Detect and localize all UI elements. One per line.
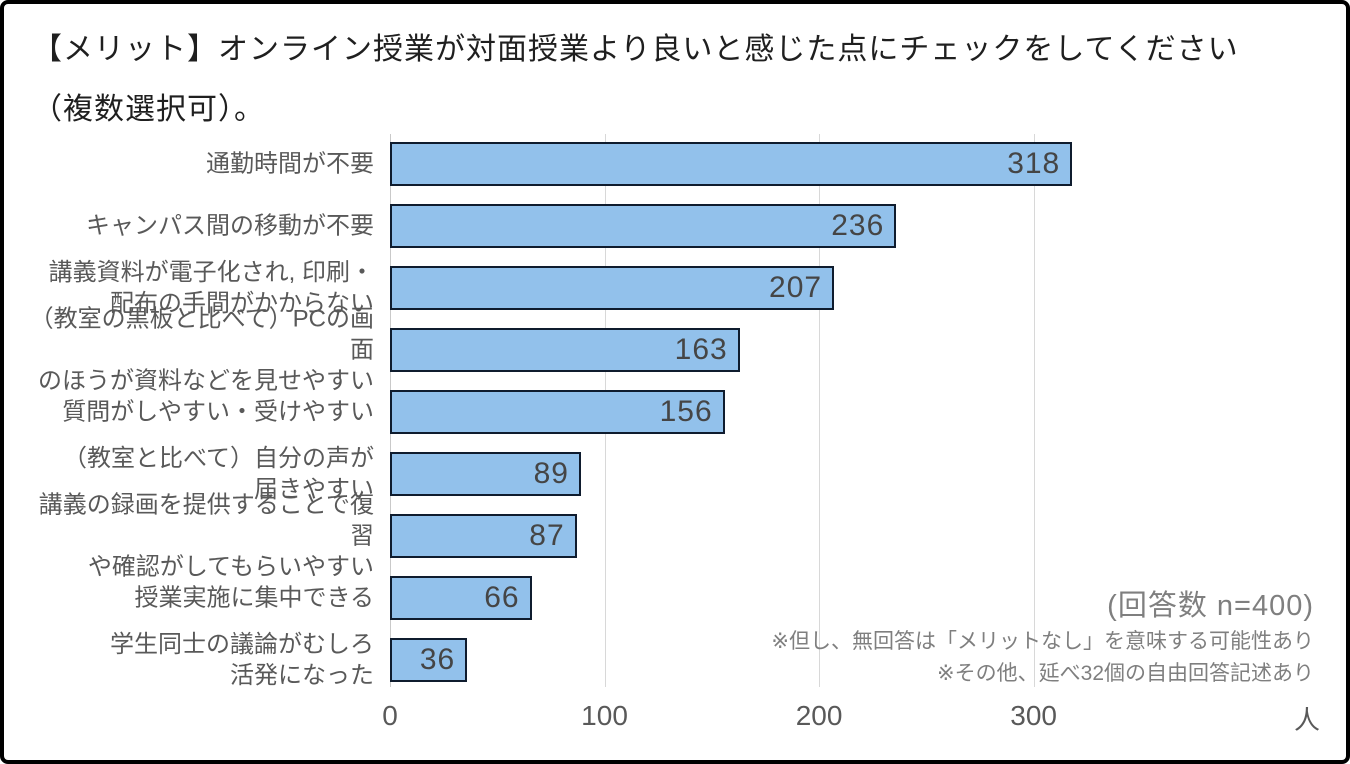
footnote-free-answers: ※その他、延べ32個の自由回答記述あり [937,662,1314,685]
x-axis-unit-label: 人 [1293,705,1320,735]
category-label-0: 通勤時間が不要 [206,150,374,178]
bar-value-label: 236 [831,209,885,242]
category-label-4: 質問がしやすい・受けやすい [62,398,374,426]
gridline-300 [1033,134,1035,687]
gridline-200 [819,134,821,687]
bar-7: 66 [390,576,532,620]
category-label-2: 講義資料が電子化され, 印刷・ 配布の手間がかからない [48,259,374,317]
bar-value-label: 156 [659,395,713,428]
category-label-5: （教室と比べて）自分の声が 届きやすい [62,445,374,503]
x-tick-label-200: 200 [795,700,843,731]
x-axis: 人 0 100 200 300 [4,700,1346,740]
footnote-no-answer: ※但し、無回答は「メリットなし」を意味する可能性あり [771,630,1314,653]
bar-6: 87 [390,514,577,558]
category-axis: 通勤時間が不要キャンパス間の移動が不要講義資料が電子化され, 印刷・ 配布の手間… [18,134,374,690]
category-label-1: キャンパス間の移動が不要 [86,212,374,240]
category-label-3: （教室の黒板と比べて）PCの画面 のほうが資料などを見せやすい [29,305,374,395]
bar-value-label: 89 [533,457,569,490]
bar-8: 36 [390,638,468,682]
bar-2: 207 [390,266,835,310]
category-label-7: 授業実施に集中できる [134,584,374,612]
bar-value-label: 318 [1007,147,1061,180]
bar-value-label: 163 [674,333,728,366]
bar-4: 156 [390,390,725,434]
plot-area: 318 236 207 163 156 89 87 66 36 [390,134,1334,687]
bar-value-label: 36 [419,643,456,676]
x-tick-label-0: 0 [382,700,398,731]
bar-value-label: 66 [484,581,520,614]
bar-1: 236 [390,204,897,248]
bar-5: 89 [390,452,581,496]
category-label-8: 学生同士の議論がむしろ 活発になった [110,631,374,689]
response-count-annotation: (回答数 n=400) [1107,590,1314,622]
chart-title: 【メリット】オンライン授業が対面授業より良いと感じた点にチェックをしてください … [32,33,1239,126]
x-tick-label-100: 100 [581,700,628,731]
category-label-6: 講義の録画を提供することで復習 や確認がしてもらいやすい [38,491,374,581]
bar-value-label: 87 [529,519,565,552]
x-tick-label-300: 300 [1010,700,1057,731]
bar-0: 318 [390,142,1073,186]
bar-3: 163 [390,328,740,372]
bar-value-label: 207 [769,271,823,304]
